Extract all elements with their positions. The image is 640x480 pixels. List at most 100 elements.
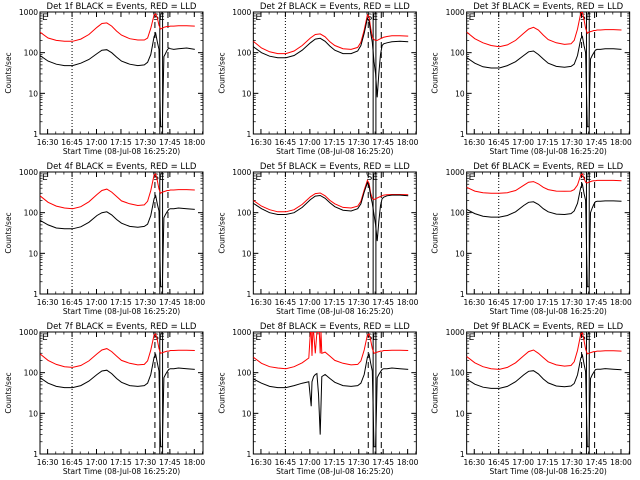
chart-panel-det-1: Det 1f BLACK = Events, RED = LLD 1 10 100 10… xyxy=(4,2,205,156)
chart-panel-det-7: Det 7f BLACK = Events, RED = LLD 1 10 100 10… xyxy=(4,322,205,476)
y-tick-label: 100 xyxy=(24,49,39,58)
x-axis-label: Start Time (08-Jul-08 16:25:20) xyxy=(63,307,180,316)
x-tick-label: 17:45 xyxy=(159,298,181,307)
y-axis-label: Counts/sec xyxy=(4,212,13,253)
chart-panel-det-3: Det 3f BLACK = Events, RED = LLD 1 10 100 10… xyxy=(431,2,632,156)
x-tick-label: 17:00 xyxy=(86,298,108,307)
y-tick-label: 1 xyxy=(33,450,38,459)
plot-frame xyxy=(39,331,204,455)
y-tick-label: 1 xyxy=(33,290,38,299)
x-axis-label: Start Time (08-Jul-08 16:25:20) xyxy=(63,147,180,156)
y-tick-label: 100 xyxy=(237,49,252,58)
plot-frame xyxy=(39,171,204,295)
x-tick-label: 18:00 xyxy=(183,458,205,467)
plot-frame xyxy=(39,11,204,135)
x-tick-label: 16:30 xyxy=(37,298,59,307)
y-tick-label: 100 xyxy=(24,209,39,218)
annotation-se: SE xyxy=(153,173,165,183)
x-tick-label: 16:30 xyxy=(463,138,485,147)
x-tick-label: 17:15 xyxy=(537,138,559,147)
x-tick-label: 17:45 xyxy=(372,138,394,147)
y-tick-label: 1000 xyxy=(232,328,251,337)
annotation-se: SE xyxy=(580,173,592,183)
y-tick-label: 100 xyxy=(237,369,252,378)
y-tick-label: 10 xyxy=(455,249,465,258)
x-tick-label: 17:15 xyxy=(537,298,559,307)
annotation-se: SE xyxy=(367,13,379,23)
y-tick-label: 10 xyxy=(242,89,252,98)
y-axis-label: Counts/sec xyxy=(217,212,226,253)
x-tick-label: 17:45 xyxy=(159,138,181,147)
chart-title: Det 9f BLACK = Events, RED = LLD xyxy=(473,322,623,332)
x-tick-label: 16:45 xyxy=(61,138,83,147)
x-tick-label: 17:00 xyxy=(512,298,534,307)
y-tick-label: 100 xyxy=(450,49,465,58)
y-tick-label: 1000 xyxy=(232,8,251,17)
x-tick-label: 16:30 xyxy=(463,298,485,307)
x-axis-label: Start Time (08-Jul-08 16:25:20) xyxy=(276,467,393,476)
plot-frame xyxy=(466,171,631,295)
y-axis-label: Counts/sec xyxy=(4,52,13,93)
x-tick-label: 16:45 xyxy=(61,298,83,307)
plot-frame xyxy=(252,171,417,295)
x-tick-label: 17:00 xyxy=(512,458,534,467)
series-line-events xyxy=(40,353,195,448)
x-tick-label: 18:00 xyxy=(397,298,419,307)
y-tick-label: 10 xyxy=(455,89,465,98)
series-line-events xyxy=(40,31,195,128)
x-tick-label: 16:45 xyxy=(275,458,297,467)
chart-title: Det 2f BLACK = Events, RED = LLD xyxy=(260,2,410,12)
y-tick-label: 100 xyxy=(450,369,465,378)
x-tick-label: 17:00 xyxy=(299,458,321,467)
x-tick-label: 16:45 xyxy=(488,298,510,307)
x-tick-label: 17:45 xyxy=(159,458,181,467)
x-axis-label: Start Time (08-Jul-08 16:25:20) xyxy=(63,467,180,476)
x-axis-label: Start Time (08-Jul-08 16:25:20) xyxy=(489,467,606,476)
x-tick-label: 17:30 xyxy=(561,298,583,307)
series-line-lld xyxy=(253,13,409,55)
x-tick-label: 17:00 xyxy=(512,138,534,147)
y-tick-label: 1000 xyxy=(19,328,38,337)
y-tick-label: 10 xyxy=(28,89,38,98)
x-tick-label: 16:30 xyxy=(37,138,59,147)
y-tick-label: 1000 xyxy=(19,8,38,17)
series-line-lld xyxy=(466,12,622,48)
y-tick-label: 10 xyxy=(28,409,38,418)
series-line-lld xyxy=(253,332,409,370)
chart-title: Det 4f BLACK = Events, RED = LLD xyxy=(47,162,197,172)
series-line-events xyxy=(253,181,409,242)
x-axis-label: Start Time (08-Jul-08 16:25:20) xyxy=(276,147,393,156)
x-tick-label: 17:15 xyxy=(537,458,559,467)
annotation-se: SE xyxy=(367,173,379,183)
y-axis-label: Counts/sec xyxy=(217,372,226,413)
chart-panel-det-9: Det 9f BLACK = Events, RED = LLD 1 10 100 10… xyxy=(431,322,632,476)
y-axis-label: Counts/sec xyxy=(431,212,440,253)
y-tick-label: 1 xyxy=(33,130,38,139)
annotation-e: E xyxy=(469,333,475,343)
x-tick-label: 17:30 xyxy=(135,298,157,307)
annotation-se: SE xyxy=(367,333,379,343)
y-tick-label: 1 xyxy=(460,130,465,139)
x-tick-label: 17:00 xyxy=(299,138,321,147)
annotation-e: E xyxy=(255,173,261,183)
series-line-events xyxy=(466,182,622,288)
annotation-e: E xyxy=(469,13,475,23)
y-tick-label: 1 xyxy=(247,450,252,459)
chart-title: Det 3f BLACK = Events, RED = LLD xyxy=(473,2,623,12)
x-tick-label: 18:00 xyxy=(183,298,205,307)
annotation-se: SE xyxy=(580,333,592,343)
x-tick-label: 16:30 xyxy=(463,458,485,467)
y-tick-label: 1 xyxy=(247,290,252,299)
plot-frame xyxy=(252,11,417,135)
y-axis-label: Counts/sec xyxy=(4,372,13,413)
x-tick-label: 17:30 xyxy=(135,458,157,467)
y-tick-label: 10 xyxy=(455,409,465,418)
y-tick-label: 1 xyxy=(460,450,465,459)
y-tick-label: 10 xyxy=(242,249,252,258)
x-tick-label: 18:00 xyxy=(610,298,632,307)
x-tick-label: 17:00 xyxy=(86,138,108,147)
chart-panel-det-6: Det 6f BLACK = Events, RED = LLD 1 10 100 10… xyxy=(431,162,632,316)
x-axis-label: Start Time (08-Jul-08 16:25:20) xyxy=(276,307,393,316)
x-tick-label: 17:15 xyxy=(323,138,345,147)
x-tick-label: 18:00 xyxy=(610,458,632,467)
